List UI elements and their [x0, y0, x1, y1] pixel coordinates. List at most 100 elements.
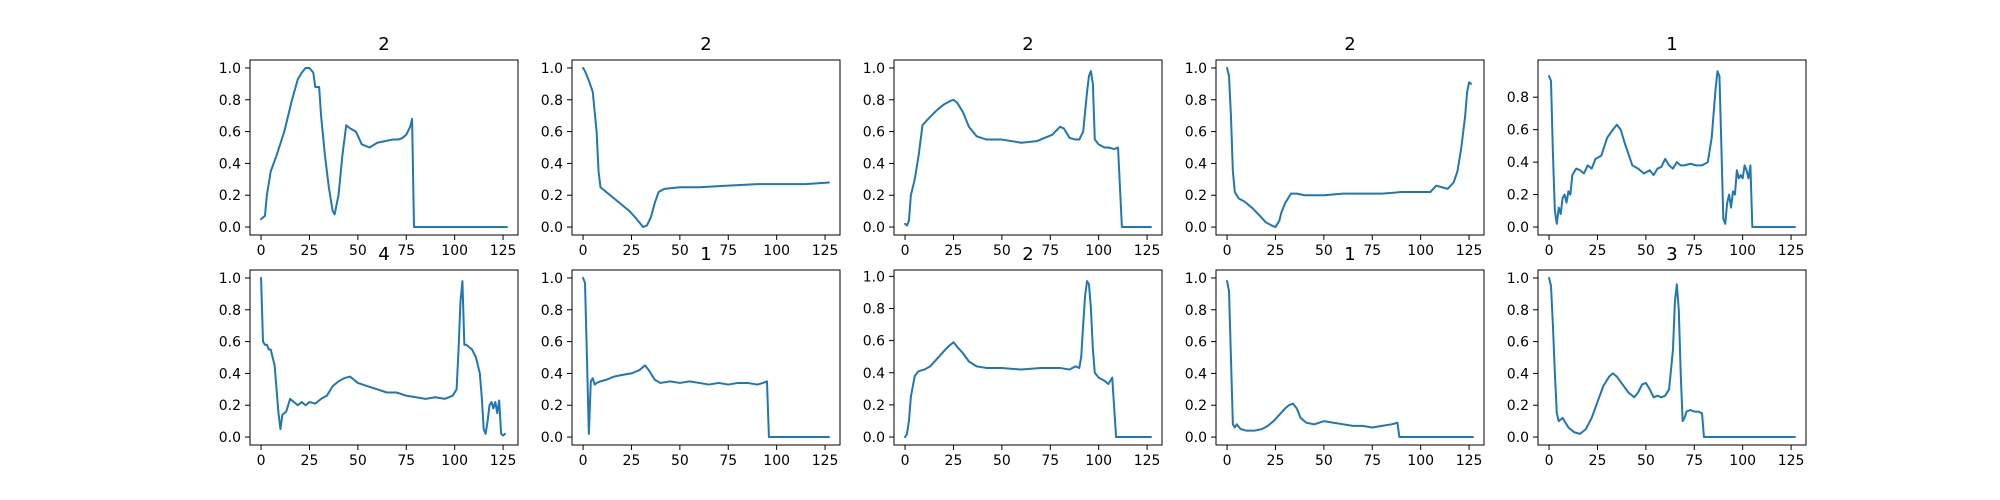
x-tick-label: 75	[719, 243, 737, 259]
axes-frame	[1537, 269, 1807, 446]
series-line	[1548, 276, 1796, 439]
y-tick-label: 0.2	[1185, 398, 1207, 414]
y-tick-label: 0.8	[1507, 303, 1529, 319]
x-tick-label: 75	[719, 453, 737, 469]
x-tick-label: 50	[349, 243, 367, 259]
subplot-10: 3 0 25 50 75 100 125 0.0 0.2 0.4 0.6 0.8 1.0	[1507, 244, 1807, 469]
y-tick-label: 0.0	[863, 220, 885, 236]
x-tick-label: 25	[301, 243, 319, 259]
y-tick-label: 0.6	[219, 125, 241, 141]
subplot-title: 2	[1022, 34, 1033, 55]
x-tick-label: 100	[1407, 243, 1434, 259]
series-line	[260, 66, 508, 229]
y-tick-label: 0.2	[219, 398, 241, 414]
y-tick-label: 0.8	[219, 303, 241, 319]
subplot-3: 2 0 25 50 75 100 125 0.0 0.2 0.4 0.6 0.8 1.0	[863, 34, 1163, 259]
y-tick-label: 0.8	[863, 301, 885, 317]
x-tick-label: 75	[397, 243, 415, 259]
y-tick-label: 0.4	[219, 156, 241, 172]
x-tick-label: 0	[257, 453, 266, 469]
y-tick-label: 0.2	[863, 188, 885, 204]
x-tick-label: 125	[490, 453, 517, 469]
y-tick-label: 0.6	[863, 334, 885, 350]
x-tick-label: 50	[671, 243, 689, 259]
axes-frame	[249, 59, 519, 236]
subplot-title: 2	[1344, 34, 1355, 55]
series-line	[904, 280, 1152, 439]
x-tick-label: 50	[993, 453, 1011, 469]
x-tick-label: 75	[1685, 453, 1703, 469]
series-line	[904, 70, 1152, 229]
x-tick-label: 0	[901, 453, 910, 469]
series-line	[582, 66, 830, 229]
y-tick-label: 0.6	[219, 335, 241, 351]
y-tick-label: 0.2	[1185, 188, 1207, 204]
subplot-title: 2	[378, 34, 389, 55]
series-line	[582, 276, 830, 439]
series-line	[260, 276, 506, 437]
x-tick-label: 100	[1085, 453, 1112, 469]
y-tick-label: 0.4	[863, 366, 885, 382]
y-tick-label: 0.0	[219, 220, 241, 236]
axes-frame	[1215, 269, 1485, 446]
y-tick-label: 0.8	[219, 93, 241, 109]
y-tick-label: 0.4	[863, 156, 885, 172]
y-tick-label: 0.8	[863, 93, 885, 109]
y-tick-label: 0.0	[219, 430, 241, 446]
x-tick-label: 25	[623, 243, 641, 259]
y-tick-label: 0.0	[1507, 430, 1529, 446]
x-tick-label: 100	[1729, 243, 1756, 259]
y-tick-label: 0.2	[541, 398, 563, 414]
subplot-title: 4	[378, 244, 389, 265]
y-tick-label: 0.8	[1507, 90, 1529, 106]
y-tick-label: 1.0	[863, 61, 885, 77]
x-tick-label: 50	[1315, 453, 1333, 469]
y-tick-label: 0.0	[1185, 430, 1207, 446]
y-tick-label: 0.6	[541, 335, 563, 351]
x-tick-label: 100	[1407, 453, 1434, 469]
y-tick-label: 1.0	[863, 269, 885, 285]
x-tick-label: 50	[1637, 453, 1655, 469]
x-tick-label: 125	[1134, 243, 1161, 259]
x-tick-label: 0	[1545, 243, 1554, 259]
x-tick-label: 75	[1041, 243, 1059, 259]
axes-frame	[893, 269, 1163, 446]
x-tick-label: 100	[1085, 243, 1112, 259]
axes-frame	[571, 269, 841, 446]
x-tick-label: 75	[1363, 243, 1381, 259]
x-tick-label: 25	[623, 453, 641, 469]
x-tick-label: 25	[1267, 243, 1285, 259]
x-tick-label: 0	[257, 243, 266, 259]
x-tick-label: 75	[1363, 453, 1381, 469]
subplot-2: 2 0 25 50 75 100 125 0.0 0.2 0.4 0.6 0.8 1.0	[541, 34, 841, 259]
y-tick-label: 0.8	[1185, 303, 1207, 319]
y-tick-label: 0.6	[1507, 123, 1529, 139]
series-line	[1548, 70, 1796, 229]
x-tick-label: 125	[812, 453, 839, 469]
y-tick-label: 0.0	[863, 430, 885, 446]
y-tick-label: 0.4	[1507, 366, 1529, 382]
y-tick-label: 0.4	[1185, 366, 1207, 382]
subplot-6: 4 0 25 50 75 100 125 0.0 0.2 0.4 0.6 0.8 1.0	[219, 244, 519, 469]
y-tick-label: 0.4	[1507, 155, 1529, 171]
x-tick-label: 25	[945, 243, 963, 259]
x-tick-label: 25	[1267, 453, 1285, 469]
y-tick-label: 1.0	[1507, 271, 1529, 287]
subplot-title: 2	[1022, 244, 1033, 265]
x-tick-label: 0	[901, 243, 910, 259]
subplot-title: 3	[1666, 244, 1677, 265]
y-tick-label: 0.6	[541, 125, 563, 141]
x-tick-label: 125	[1456, 453, 1483, 469]
axes-frame	[1537, 59, 1807, 236]
y-tick-label: 1.0	[219, 271, 241, 287]
x-tick-label: 50	[349, 453, 367, 469]
y-tick-label: 0.8	[541, 93, 563, 109]
y-tick-label: 0.6	[1185, 335, 1207, 351]
axes-frame	[571, 59, 841, 236]
subplot-title: 1	[700, 244, 711, 265]
axes-frame	[893, 59, 1163, 236]
x-tick-label: 125	[1778, 453, 1805, 469]
x-tick-label: 100	[763, 453, 790, 469]
